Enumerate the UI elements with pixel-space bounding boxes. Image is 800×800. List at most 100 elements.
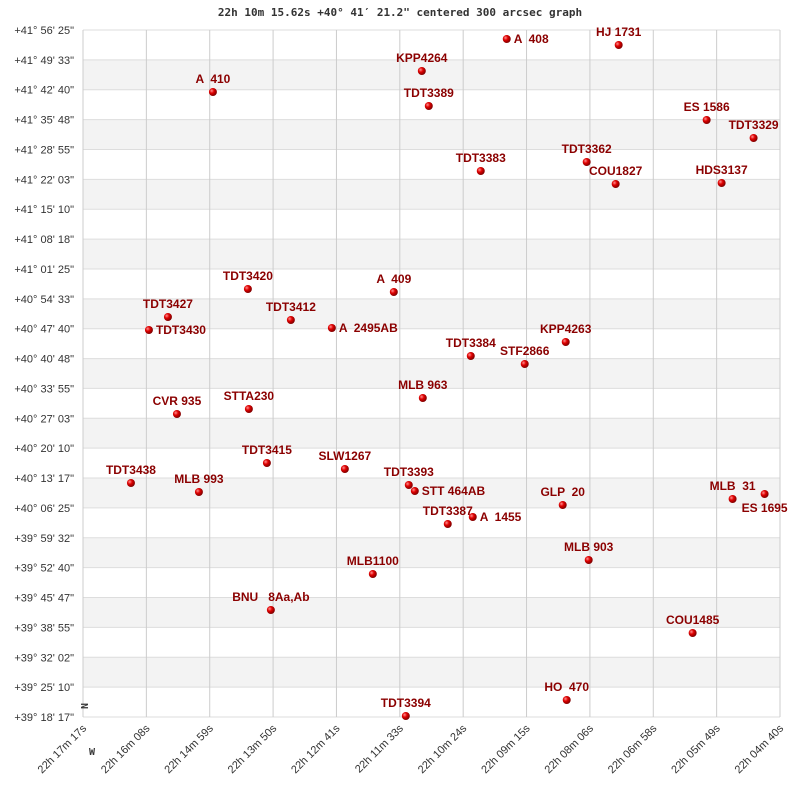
y-tick-label: +41° 08' 18" [14, 234, 74, 246]
star-marker[interactable] [144, 326, 153, 335]
star-point[interactable]: MLB 993 [174, 472, 224, 497]
star-marker[interactable] [417, 66, 426, 75]
star-point[interactable]: SLW1267 [318, 449, 372, 474]
x-tick-label: 22h 17m 17s [36, 722, 90, 776]
star-marker[interactable] [243, 285, 252, 294]
star-point[interactable]: HO 470 [544, 680, 589, 705]
star-marker[interactable] [502, 35, 511, 44]
star-marker[interactable] [340, 465, 349, 474]
star-marker[interactable] [401, 712, 410, 721]
star-point[interactable]: TDT3329 [729, 118, 779, 143]
star-label: A 1455 [480, 510, 522, 524]
star-point[interactable]: TDT3393 [384, 465, 434, 490]
x-tick-label: 22h 06m 58s [606, 722, 660, 776]
star-point[interactable]: COU1485 [666, 613, 720, 638]
star-point[interactable]: MLB1100 [347, 554, 399, 579]
star-marker[interactable] [466, 352, 475, 361]
star-label: HJ 1731 [596, 25, 642, 39]
y-tick-label: +40° 40' 48" [14, 354, 74, 366]
grid-band [83, 298, 780, 329]
star-marker[interactable] [614, 41, 623, 50]
star-label: KPP4263 [540, 322, 592, 336]
star-point[interactable]: A 1455 [468, 510, 522, 524]
star-marker[interactable] [688, 629, 697, 638]
star-point[interactable]: TDT3387 [423, 504, 473, 529]
star-point[interactable]: MLB 963 [398, 378, 448, 403]
star-point[interactable]: TDT3412 [266, 300, 316, 325]
star-point[interactable]: KPP4263 [540, 322, 592, 347]
y-tick-label: +39° 38' 55" [14, 622, 74, 634]
star-marker[interactable] [562, 696, 571, 705]
star-marker[interactable] [262, 459, 271, 468]
star-point[interactable]: HDS3137 [696, 163, 748, 188]
star-point[interactable]: A 409 [376, 272, 412, 297]
star-point[interactable]: TDT3389 [404, 86, 454, 111]
star-marker[interactable] [327, 324, 336, 333]
star-point[interactable]: A 410 [195, 72, 231, 97]
star-label: TDT3438 [106, 463, 156, 477]
star-point[interactable]: TDT3362 [562, 142, 612, 167]
star-point[interactable]: TDT3383 [456, 151, 506, 176]
star-point[interactable]: TDT3415 [242, 443, 292, 468]
star-marker[interactable] [163, 313, 172, 322]
star-marker[interactable] [728, 495, 737, 504]
star-label: HDS3137 [696, 163, 748, 177]
star-label: TDT3427 [143, 297, 193, 311]
star-marker[interactable] [558, 501, 567, 510]
star-point[interactable]: MLB 31 [710, 479, 756, 504]
star-point[interactable]: GLP 20 [540, 485, 585, 510]
west-label: W [89, 747, 96, 758]
star-point[interactable]: STF2866 [500, 344, 550, 369]
star-point[interactable]: TDT3427 [143, 297, 193, 322]
star-marker[interactable] [584, 556, 593, 565]
star-point[interactable]: COU1827 [589, 164, 643, 189]
star-marker[interactable] [126, 479, 135, 488]
star-point[interactable]: STT 464AB [410, 484, 486, 498]
star-point[interactable]: TDT3384 [446, 336, 496, 361]
star-marker[interactable] [468, 513, 477, 522]
star-point[interactable]: TDT3394 [381, 696, 431, 721]
star-marker[interactable] [702, 116, 711, 125]
star-marker[interactable] [443, 520, 452, 529]
grid-band [83, 597, 780, 628]
star-marker[interactable] [717, 179, 726, 188]
star-marker[interactable] [389, 288, 398, 297]
star-marker[interactable] [582, 158, 591, 167]
star-point[interactable]: A 408 [502, 32, 549, 46]
star-marker[interactable] [410, 487, 419, 496]
star-marker[interactable] [266, 606, 275, 615]
star-point[interactable]: HJ 1731 [596, 25, 642, 50]
y-tick-label: +41° 42' 40" [14, 85, 74, 97]
star-marker[interactable] [760, 490, 769, 499]
star-marker[interactable] [520, 360, 529, 369]
star-point[interactable]: A 2495AB [327, 321, 398, 335]
star-marker[interactable] [476, 167, 485, 176]
star-label: CVR 935 [153, 394, 202, 408]
star-marker[interactable] [194, 488, 203, 497]
star-point[interactable]: TDT3438 [106, 463, 156, 488]
star-point[interactable]: BNU 8Aa,Ab [232, 590, 310, 615]
star-marker[interactable] [749, 134, 758, 143]
star-point[interactable]: STTA230 [224, 389, 275, 414]
star-point[interactable]: ES 1695 [742, 490, 788, 515]
y-tick-label: +40° 33' 55" [14, 383, 74, 395]
star-marker[interactable] [286, 316, 295, 325]
star-label: TDT3393 [384, 465, 434, 479]
star-marker[interactable] [424, 102, 433, 111]
star-marker[interactable] [418, 394, 427, 403]
star-point[interactable]: TDT3420 [223, 269, 273, 294]
star-marker[interactable] [611, 180, 620, 189]
star-point[interactable]: MLB 903 [564, 540, 614, 565]
star-point[interactable]: CVR 935 [153, 394, 202, 419]
star-marker[interactable] [244, 405, 253, 414]
star-marker[interactable] [561, 338, 570, 347]
star-marker[interactable] [368, 570, 377, 579]
star-marker[interactable] [208, 88, 217, 97]
star-marker[interactable] [404, 481, 413, 490]
grid-band [83, 179, 780, 210]
star-point[interactable]: TDT3430 [144, 323, 206, 337]
star-marker[interactable] [172, 410, 181, 419]
star-point[interactable]: ES 1586 [684, 100, 730, 125]
star-point[interactable]: KPP4264 [396, 51, 448, 75]
star-label: MLB 903 [564, 540, 614, 554]
